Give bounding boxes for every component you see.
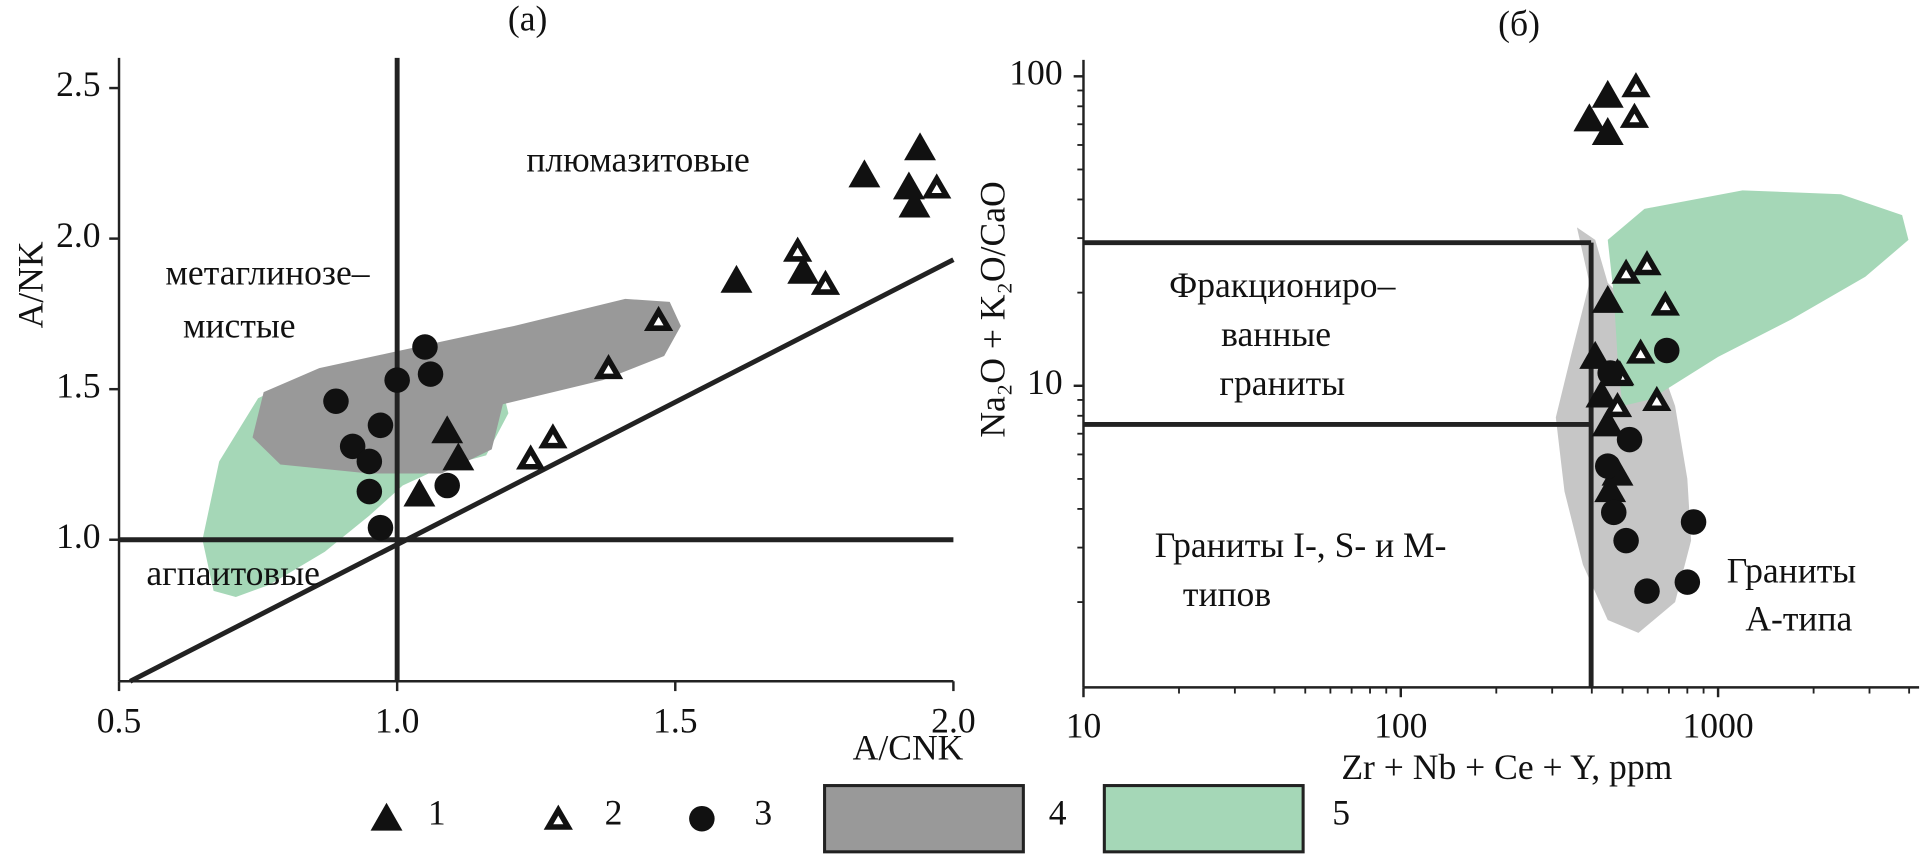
y-tick-label: 10 bbox=[1027, 362, 1063, 402]
point bbox=[1621, 72, 1651, 98]
point bbox=[412, 334, 438, 360]
x-tick-label: 10 bbox=[1066, 705, 1102, 745]
point bbox=[403, 478, 436, 507]
boundary-line bbox=[129, 257, 955, 684]
point bbox=[1594, 453, 1621, 479]
point bbox=[848, 159, 881, 188]
point bbox=[1585, 379, 1618, 408]
legend-swatch bbox=[823, 784, 1025, 854]
point bbox=[339, 433, 366, 460]
point bbox=[538, 423, 568, 449]
point bbox=[720, 264, 753, 293]
y-tick-label: 1.0 bbox=[56, 516, 100, 556]
annotation: Фракциониро– bbox=[1169, 265, 1397, 305]
x-axis-label: A/CNK bbox=[853, 727, 964, 767]
point bbox=[1594, 474, 1627, 503]
y-tick-label: 2.5 bbox=[56, 64, 100, 104]
legend-label: 1 bbox=[428, 792, 446, 832]
point bbox=[898, 189, 931, 218]
point bbox=[1597, 360, 1623, 386]
x-tick-label: 0.5 bbox=[97, 700, 141, 740]
x-tick-label: 1.0 bbox=[375, 700, 419, 740]
point bbox=[1611, 258, 1641, 284]
point bbox=[323, 388, 349, 414]
y-axis-label: Na₂O + K₂O/CaO bbox=[973, 181, 1013, 437]
point bbox=[1619, 102, 1650, 128]
y-tick-label: 2.0 bbox=[56, 215, 100, 255]
chart-title: (a) bbox=[508, 0, 548, 39]
x-tick-label: 1000 bbox=[1683, 705, 1754, 745]
point bbox=[1653, 337, 1680, 364]
point bbox=[1579, 340, 1612, 369]
region bbox=[252, 298, 681, 474]
annotation: типов bbox=[1183, 574, 1271, 614]
chart-title: (б) bbox=[1498, 3, 1540, 43]
point bbox=[787, 255, 820, 284]
point bbox=[356, 448, 383, 475]
point bbox=[783, 236, 813, 262]
annotation: Граниты bbox=[1727, 551, 1857, 591]
y-tick-label: 1.5 bbox=[56, 365, 100, 405]
legend-swatch bbox=[1102, 784, 1305, 854]
point bbox=[904, 132, 936, 161]
annotation: плюмазитовые bbox=[526, 140, 749, 180]
point bbox=[1591, 284, 1624, 313]
annotation: граниты bbox=[1219, 363, 1345, 403]
point bbox=[431, 415, 464, 444]
annotation: агпаитовые bbox=[146, 553, 320, 593]
point bbox=[1674, 569, 1701, 595]
annotation: Граниты I-, S- и M- bbox=[1155, 525, 1447, 565]
x-tick-label: 1.5 bbox=[653, 700, 697, 740]
annotation: мистые bbox=[183, 305, 296, 345]
annotation: ванные bbox=[1221, 314, 1331, 354]
point bbox=[1591, 79, 1624, 108]
point bbox=[1591, 408, 1624, 437]
y-axis-label: A/NK bbox=[11, 241, 51, 328]
point bbox=[892, 171, 925, 200]
legend-marker bbox=[370, 802, 403, 831]
legend-marker bbox=[543, 804, 573, 830]
point bbox=[922, 173, 952, 199]
annotation: А-типа bbox=[1745, 599, 1852, 639]
point bbox=[1573, 103, 1606, 132]
point bbox=[1650, 290, 1680, 316]
x-tick-label: 100 bbox=[1374, 705, 1427, 745]
point bbox=[1680, 509, 1707, 535]
point bbox=[593, 354, 624, 380]
point bbox=[1642, 385, 1672, 411]
point bbox=[442, 442, 475, 471]
point bbox=[1613, 527, 1639, 554]
point bbox=[516, 444, 546, 470]
legend-label: 3 bbox=[754, 792, 772, 832]
legend-marker bbox=[689, 805, 715, 832]
point bbox=[1634, 578, 1660, 604]
point bbox=[1591, 117, 1624, 145]
point bbox=[367, 514, 394, 541]
point bbox=[1616, 426, 1643, 453]
point bbox=[356, 478, 383, 505]
y-tick-label: 100 bbox=[1009, 52, 1062, 92]
legend-label: 4 bbox=[1049, 792, 1067, 832]
legend-label: 2 bbox=[605, 792, 623, 832]
point bbox=[384, 367, 410, 393]
x-axis-label: Zr + Nb + Ce + Y, ppm bbox=[1341, 747, 1672, 787]
point bbox=[810, 269, 841, 295]
annotation: метаглинозе– bbox=[165, 253, 370, 293]
region bbox=[1607, 190, 1909, 407]
x-tick-label: 2.0 bbox=[931, 700, 975, 740]
point bbox=[1632, 250, 1662, 276]
point bbox=[643, 305, 674, 331]
legend-label: 5 bbox=[1332, 792, 1350, 832]
point bbox=[1602, 391, 1633, 418]
point bbox=[1626, 338, 1656, 364]
point bbox=[434, 472, 460, 499]
point bbox=[417, 361, 444, 387]
point bbox=[1600, 499, 1627, 526]
point bbox=[367, 412, 394, 439]
